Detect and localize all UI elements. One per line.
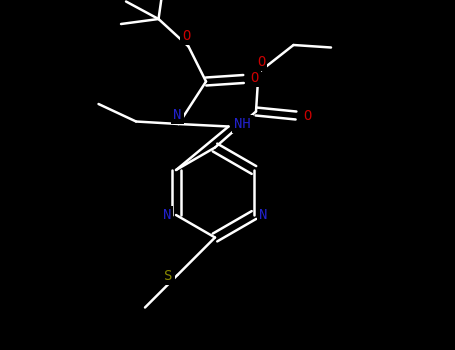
Text: O: O <box>250 71 259 85</box>
Text: N: N <box>259 208 267 222</box>
Text: NH: NH <box>234 117 251 131</box>
Text: N: N <box>173 108 182 122</box>
Text: O: O <box>303 110 311 124</box>
Text: O: O <box>257 55 265 69</box>
Text: O: O <box>182 28 190 42</box>
Text: S: S <box>164 269 173 283</box>
Text: N: N <box>163 208 171 222</box>
